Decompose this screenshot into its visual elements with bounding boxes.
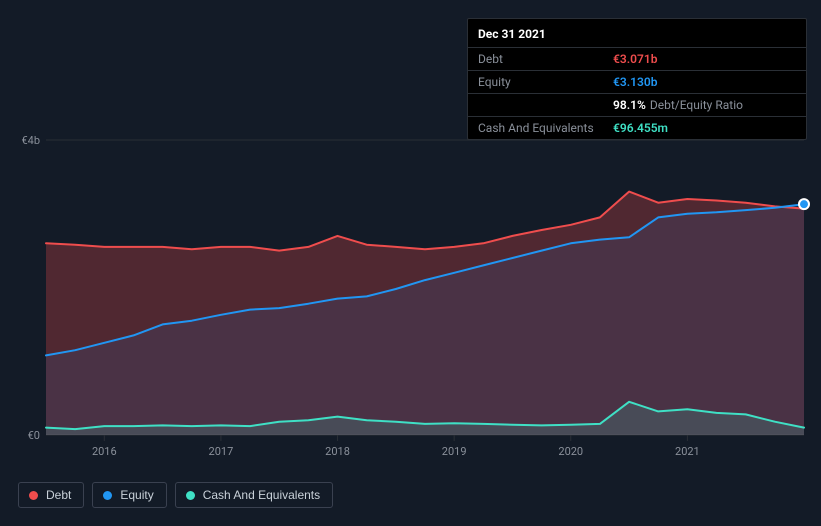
legend-item-label: Debt (46, 488, 71, 502)
equity-dot-icon (103, 491, 112, 500)
legend-item-label: Equity (120, 488, 153, 502)
tooltip-row-label: Equity (478, 75, 613, 89)
debt-dot-icon (29, 491, 38, 500)
x-tick-label: 2016 (92, 445, 117, 458)
legend-item-label: Cash And Equivalents (203, 488, 320, 502)
tooltip-row-label: Cash And Equivalents (478, 121, 613, 135)
y-tick-label: €0 (28, 429, 40, 442)
tooltip-date: Dec 31 2021 (468, 19, 806, 48)
x-tick-label: 2020 (558, 445, 583, 458)
chart-tooltip: Dec 31 2021 Debt€3.071bEquity€3.130b98.1… (467, 18, 807, 140)
chart-legend: Debt Equity Cash And Equivalents (18, 482, 333, 508)
tooltip-row-label: Debt (478, 52, 613, 66)
end-marker-icon (799, 199, 809, 209)
y-tick-label: €4b (21, 134, 40, 147)
tooltip-row: 98.1% Debt/Equity Ratio (468, 94, 806, 117)
chart-container: Dec 31 2021 Debt€3.071bEquity€3.130b98.1… (0, 0, 821, 526)
cash-dot-icon (186, 491, 195, 500)
legend-item-cash[interactable]: Cash And Equivalents (175, 482, 333, 508)
x-tick-label: 2017 (209, 445, 234, 458)
tooltip-row: Equity€3.130b (468, 71, 806, 94)
tooltip-row-value: €3.130b (613, 75, 657, 89)
legend-item-equity[interactable]: Equity (92, 482, 166, 508)
legend-item-debt[interactable]: Debt (18, 482, 84, 508)
x-tick-label: 2021 (675, 445, 700, 458)
x-tick-label: 2019 (442, 445, 467, 458)
tooltip-row: Cash And Equivalents€96.455m (468, 117, 806, 139)
tooltip-row-value: 98.1% (613, 98, 646, 112)
tooltip-row-value: €96.455m (613, 121, 668, 135)
tooltip-row-extra: Debt/Equity Ratio (650, 98, 743, 112)
tooltip-row-label (478, 98, 613, 112)
tooltip-row-value: €3.071b (613, 52, 657, 66)
tooltip-row: Debt€3.071b (468, 48, 806, 71)
x-tick-label: 2018 (325, 445, 350, 458)
